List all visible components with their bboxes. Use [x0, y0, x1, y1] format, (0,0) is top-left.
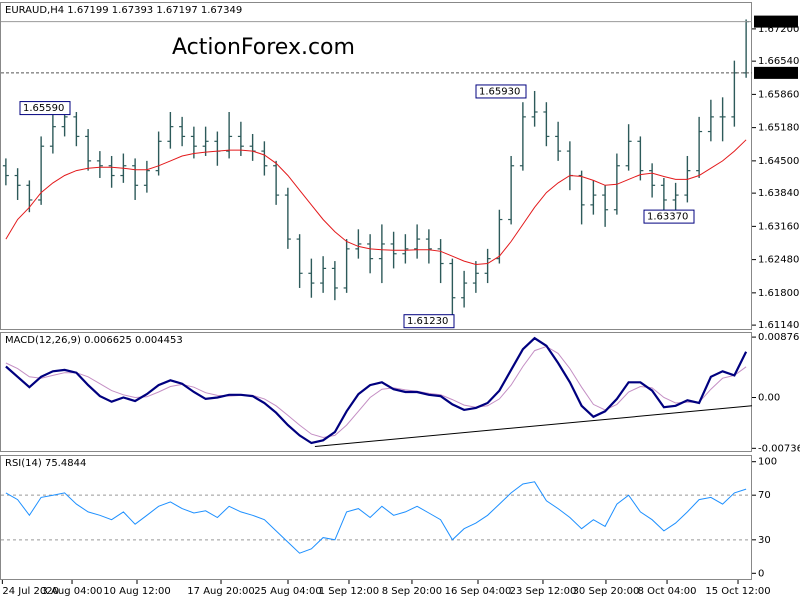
- x-tick-label: 3 Aug 04:00: [41, 586, 102, 597]
- y-tick-label: 0.008761: [758, 332, 800, 343]
- y-tick-label: 1.65860: [758, 89, 799, 100]
- y-tick-label: 0.00: [758, 393, 780, 404]
- y-tick-label: 1.61800: [758, 288, 799, 299]
- y-tick-label: -0.007367: [758, 443, 800, 454]
- annotation-label: 1.61230: [407, 316, 448, 327]
- y-tick-label: 1.63160: [758, 221, 799, 232]
- y-tick-label: 1.61140: [758, 320, 799, 331]
- watermark: ActionForex.com: [172, 35, 355, 60]
- annotation-box: [19, 101, 71, 116]
- annotation-label: 1.63370: [647, 212, 688, 223]
- x-tick-label: 15 Oct 12:00: [705, 586, 770, 597]
- annotation-box: [403, 314, 455, 329]
- y-tick-label: 0: [758, 568, 764, 579]
- annotation-box: [643, 209, 695, 224]
- y-tick-label: 1.66540: [758, 56, 799, 67]
- annotation-label: 1.65930: [479, 86, 520, 97]
- x-tick-label: 25 Aug 04:00: [254, 586, 321, 597]
- price-panel: [0, 2, 752, 330]
- y-tick-label: 1.63840: [758, 188, 799, 199]
- x-tick-label: 24 Jul 2020: [2, 586, 59, 597]
- annotation-label: 1.65590: [23, 103, 64, 114]
- series-line: [5, 481, 747, 554]
- macd-panel: [0, 332, 752, 452]
- x-tick-label: 17 Aug 20:00: [187, 586, 254, 597]
- x-tick-label: 8 Oct 04:00: [638, 586, 697, 597]
- x-tick-label: 8 Sep 20:00: [382, 586, 442, 597]
- y-tick-label: 1.64500: [758, 156, 799, 167]
- x-tick-label: 10 Aug 12:00: [103, 586, 170, 597]
- panel-title: RSI(14) 75.4844: [5, 458, 86, 469]
- series-line: [5, 345, 747, 439]
- series-line: [5, 336, 748, 445]
- rsi-panel: [0, 455, 752, 580]
- trendline: [314, 405, 753, 447]
- annotation-box: [475, 84, 527, 99]
- panel-title: EURAUD,H4 1.67199 1.67393 1.67197 1.6734…: [5, 5, 242, 16]
- x-tick-label: 30 Sep 20:00: [573, 586, 640, 597]
- panel-title: MACD(12,26,9) 0.006625 0.004453: [5, 335, 183, 346]
- x-tick-label: 16 Sep 04:00: [445, 586, 512, 597]
- x-tick-label: 23 Sep 12:00: [510, 586, 577, 597]
- moving-average: [5, 139, 747, 266]
- x-tick-label: 1 Sep 12:00: [319, 586, 379, 597]
- price-marker-box: [754, 15, 798, 28]
- price-marker-label: 1.66300: [757, 68, 798, 79]
- price-marker-box: [754, 66, 798, 79]
- y-tick-label: 1.62480: [758, 255, 799, 266]
- y-tick-label: 1.67200: [758, 24, 799, 35]
- y-tick-label: 1.65180: [758, 123, 799, 134]
- y-tick-label: 100: [758, 457, 777, 468]
- y-tick-label: 70: [758, 490, 771, 501]
- price-marker-label: 1.67349: [757, 17, 798, 28]
- y-tick-label: 30: [758, 535, 771, 546]
